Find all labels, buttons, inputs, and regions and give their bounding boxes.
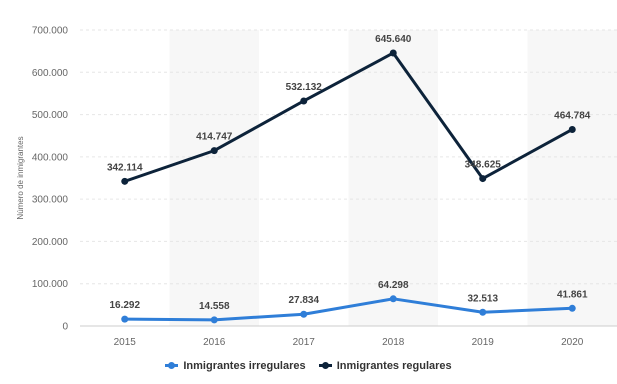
column-band: [169, 30, 259, 326]
data-point: [479, 308, 487, 316]
series-line-0: [123, 297, 574, 322]
legend: Inmigrantes irregulares Inmigrantes regu…: [0, 358, 617, 372]
data-point: [389, 49, 397, 57]
data-label: 16.292: [109, 300, 140, 311]
x-tick-label: 2019: [472, 337, 495, 348]
legend-item-irregulares[interactable]: Inmigrantes irregulares: [165, 359, 306, 372]
data-label: 464.784: [554, 110, 591, 121]
series-line-1: [123, 51, 574, 183]
data-label: 41.861: [557, 289, 588, 300]
data-point: [121, 315, 129, 323]
legend-swatch-regulares: [318, 362, 332, 369]
x-tick-label: 2016: [203, 337, 226, 348]
x-tick-label: 2020: [561, 337, 584, 348]
x-tick-label: 2018: [382, 337, 405, 348]
x-tick-label: 2017: [293, 337, 316, 348]
data-label: 342.114: [107, 162, 143, 173]
data-label: 532.132: [286, 82, 323, 93]
y-tick-label: 200.000: [32, 237, 69, 248]
data-point: [210, 316, 218, 324]
y-axis-title: Número de inmigrantes: [16, 136, 25, 219]
data-label: 27.834: [288, 295, 319, 306]
data-point: [210, 147, 218, 155]
data-label: 645.640: [375, 34, 412, 45]
data-point: [300, 310, 308, 318]
y-tick-label: 500.000: [32, 110, 69, 121]
legend-label-irregulares: Inmigrantes irregulares: [183, 359, 306, 372]
legend-swatch-irregulares: [165, 362, 179, 369]
y-tick-label: 400.000: [32, 152, 69, 163]
data-point: [121, 177, 129, 185]
column-band: [527, 30, 617, 326]
data-point: [479, 175, 487, 183]
data-point: [300, 97, 308, 105]
legend-label-regulares: Inmigrantes regulares: [336, 359, 452, 372]
y-tick-label: 300.000: [32, 195, 69, 206]
y-tick-label: 0: [62, 322, 68, 333]
column-band: [348, 30, 438, 326]
data-label: 348.625: [465, 160, 502, 171]
data-label: 414.747: [196, 132, 233, 143]
x-tick-label: 2015: [114, 337, 137, 348]
legend-item-regulares[interactable]: Inmigrantes regulares: [318, 359, 452, 372]
y-tick-label: 100.000: [32, 279, 69, 290]
data-point: [568, 304, 576, 312]
data-label: 14.558: [199, 301, 230, 312]
data-point: [389, 295, 397, 303]
data-label: 64.298: [378, 280, 409, 291]
y-tick-label: 700.000: [32, 26, 69, 37]
y-tick-label: 600.000: [32, 68, 69, 79]
data-point: [568, 125, 576, 133]
data-label: 32.513: [467, 293, 498, 304]
